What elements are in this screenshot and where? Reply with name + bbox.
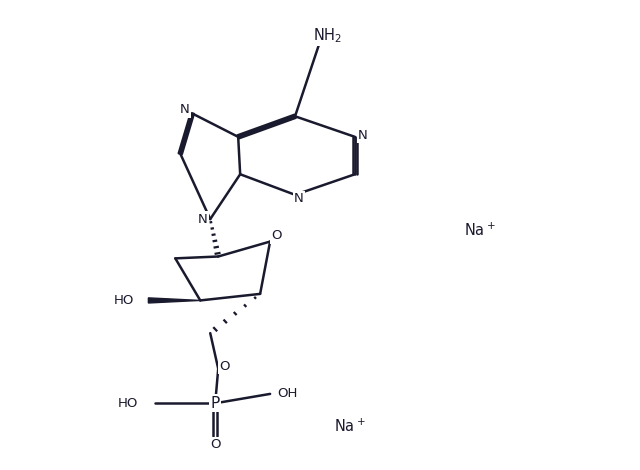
Text: O: O	[220, 360, 230, 373]
Text: O: O	[271, 229, 282, 242]
Text: N: N	[294, 192, 304, 205]
Polygon shape	[148, 298, 200, 303]
Text: NH$_2$: NH$_2$	[314, 26, 342, 45]
Text: Na$^+$: Na$^+$	[334, 418, 365, 435]
Text: N: N	[197, 212, 207, 226]
Text: HO: HO	[114, 294, 134, 307]
Text: P: P	[211, 396, 220, 411]
Text: O: O	[210, 438, 220, 451]
Text: OH: OH	[278, 387, 298, 400]
Text: N: N	[358, 129, 368, 142]
Text: N: N	[179, 103, 189, 116]
Text: Na$^+$: Na$^+$	[464, 222, 495, 239]
Text: HO: HO	[117, 397, 138, 410]
